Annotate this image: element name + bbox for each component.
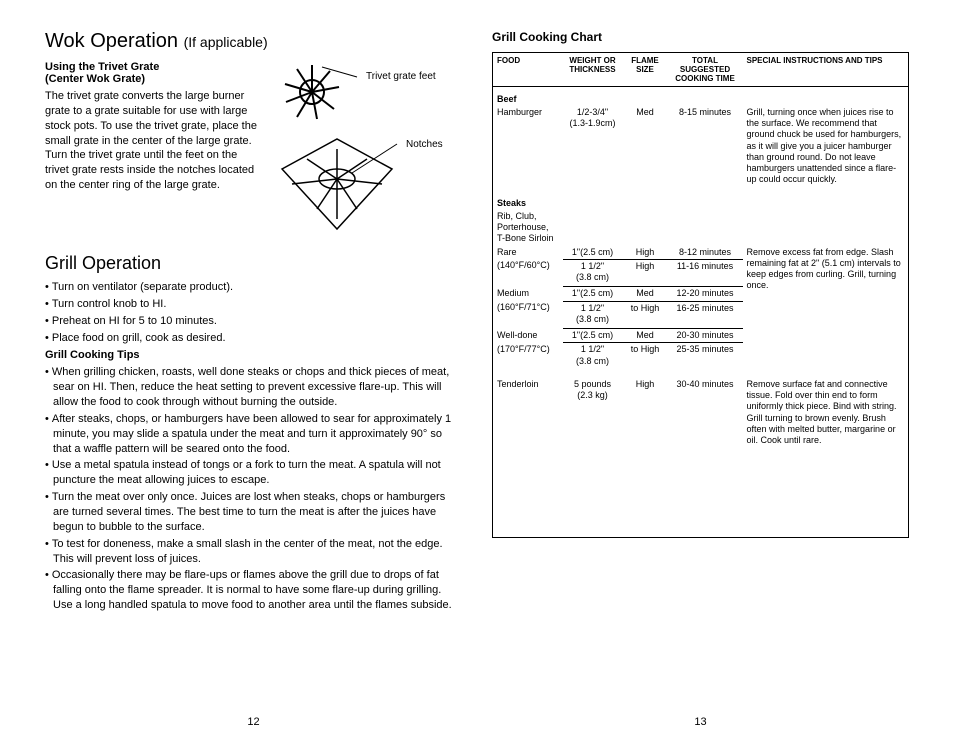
tips-title: Grill Cooking Tips [45,349,462,361]
grill-title: Grill Operation [45,253,462,274]
list-item: Use a metal spatula instead of tongs or … [45,458,462,488]
list-item: When grilling chicken, roasts, well done… [45,365,462,410]
diagram-label-notches: Notches [406,139,443,150]
table-row: Steaks [493,197,909,210]
page-number-left: 12 [247,716,259,728]
trivet-body: The trivet grate converts the large burn… [45,89,262,193]
list-item: Occasionally there may be flare-ups or f… [45,568,462,613]
th-tips: SPECIAL INSTRUCTIONS AND TIPS [743,53,909,87]
grill-tips: When grilling chicken, roasts, well done… [45,365,462,613]
table-row: Tenderloin 5 pounds(2.3 kg) High 30-40 m… [493,378,909,448]
diagram-label-feet: Trivet grate feet [366,71,436,82]
trivet-top-icon [272,57,362,127]
trivet-diagram: Trivet grate feet Notches [272,57,462,241]
list-item: Turn the meat over only once. Juices are… [45,490,462,535]
wok-title: Wok Operation (If applicable) [45,30,462,53]
list-item: Preheat on HI for 5 to 10 minutes. [45,314,462,329]
list-item: Turn control knob to HI. [45,297,462,312]
trivet-grate-icon [272,129,402,239]
page-left: Wok Operation (If applicable) Using the … [30,30,477,728]
table-row: Beef [493,93,909,106]
list-item: To test for doneness, make a small slash… [45,537,462,567]
trivet-heading: Using the Trivet Grate (Center Wok Grate… [45,61,262,85]
list-item: Turn on ventilator (separate product). [45,280,462,295]
list-item: After steaks, chops, or hamburgers have … [45,412,462,457]
th-flame: FLAME SIZE [623,53,668,87]
grill-steps: Turn on ventilator (separate product). T… [45,280,462,345]
th-food: FOOD [493,53,563,87]
wok-intro: Using the Trivet Grate (Center Wok Grate… [45,57,462,241]
table-row: Rib, Club, Porterhouse, T-Bone Sirloin [493,210,909,246]
wok-intro-text: Using the Trivet Grate (Center Wok Grate… [45,57,262,241]
page-number-right: 13 [694,716,706,728]
page-right: Grill Cooking Chart FOOD WEIGHT OR THICK… [477,30,924,728]
wok-title-sub: (If applicable) [184,34,268,50]
table-row: Rare 1"(2.5 cm) High 8-12 minutes Remove… [493,246,909,260]
grill-chart-table: FOOD WEIGHT OR THICKNESS FLAME SIZE TOTA… [492,52,909,538]
list-item: Place food on grill, cook as desired. [45,331,462,346]
table-header-row: FOOD WEIGHT OR THICKNESS FLAME SIZE TOTA… [493,53,909,87]
th-weight: WEIGHT OR THICKNESS [563,53,623,87]
wok-title-main: Wok Operation [45,30,178,52]
chart-title: Grill Cooking Chart [492,30,909,44]
th-time: TOTAL SUGGESTED COOKING TIME [668,53,743,87]
table-row: Hamburger 1/2-3/4"(1.3-1.9cm) Med 8-15 m… [493,106,909,187]
